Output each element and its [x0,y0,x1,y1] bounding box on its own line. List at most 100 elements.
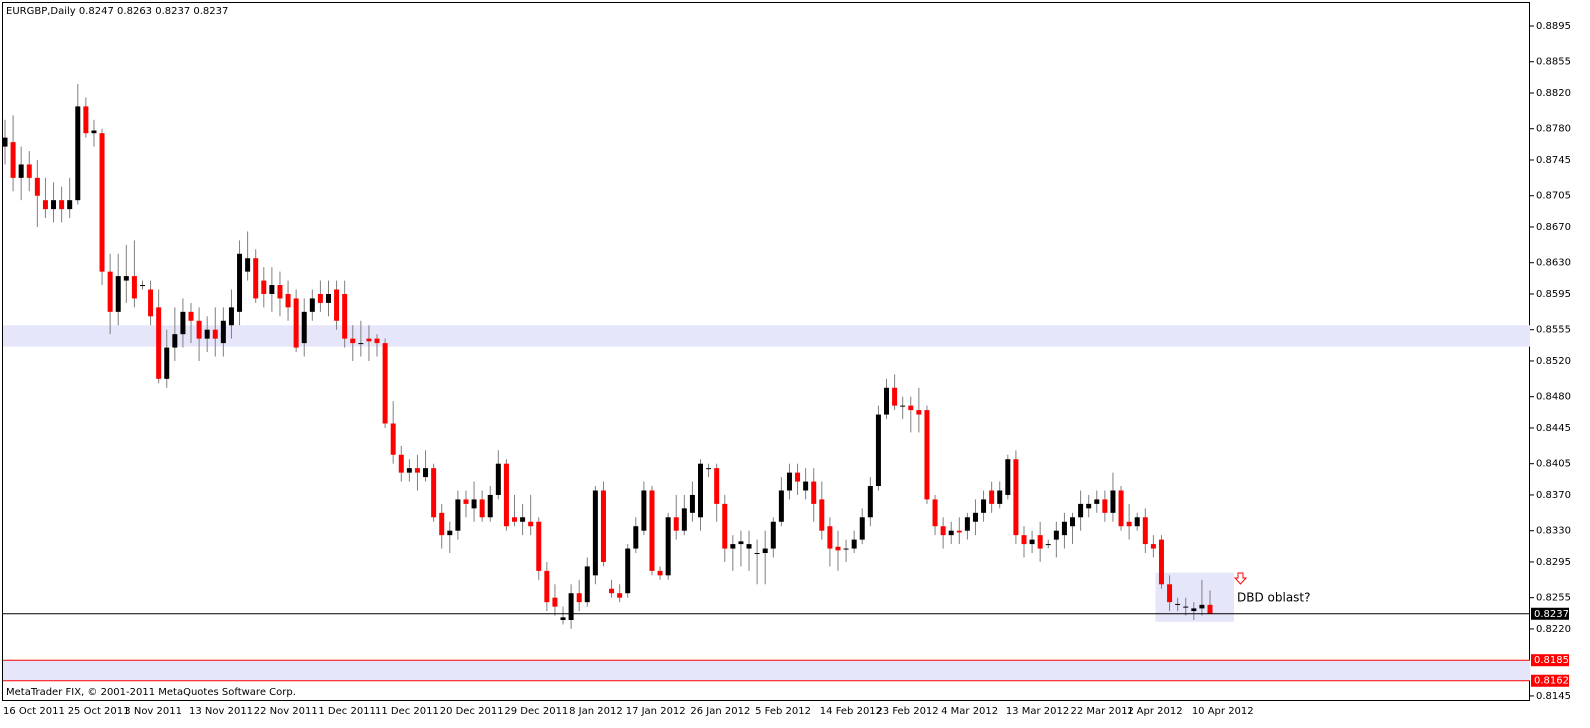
candle-body [803,481,809,491]
y-tick-label: 0.8630 [1536,258,1571,269]
candle-body [617,593,623,598]
candle-body [366,338,372,342]
candle-body [51,200,57,210]
candle-body [884,387,890,415]
candle-body [148,289,154,317]
candle-body [1037,535,1043,549]
arrow-icon [1233,572,1248,585]
candle-body [164,347,170,379]
candle-body [479,499,485,518]
candle-body [835,546,841,551]
candle-body [568,593,574,621]
candle-body [584,566,590,603]
candle-body [495,463,501,495]
candle-body [325,293,331,303]
y-tick-label: 0.8330 [1536,526,1571,537]
candle-body [560,617,566,621]
y-tick-label: 0.8405 [1536,459,1571,470]
candle-body [827,526,833,549]
x-tick-label: 22 Nov 2011 [254,706,318,717]
y-tick-label: 0.8595 [1536,289,1571,300]
candle-body [83,106,89,134]
x-tick-label: 10 Apr 2012 [1192,706,1254,717]
candle-body [204,329,210,339]
candle-body [528,521,534,527]
candle-body [228,307,234,326]
candle-body [382,343,388,424]
y-tick-label: 0.8445 [1536,423,1571,434]
y-tick-label: 0.8255 [1536,593,1571,604]
x-tick-label: 4 Mar 2012 [941,706,998,717]
candle-body [964,517,970,531]
x-tick-label: 5 Feb 2012 [755,706,811,717]
candle-body [1191,608,1197,612]
candle-body [681,508,687,531]
candle-body [1045,544,1051,546]
candle-body [1086,503,1092,509]
y-tick-label: 0.8705 [1536,191,1571,202]
candle-body [956,530,962,533]
x-tick-label: 20 Dec 2011 [440,706,504,717]
price-label-box [1531,654,1569,667]
candle-body [67,200,73,210]
y-tick-label: 0.8220 [1536,624,1571,635]
y-tick-label: 0.8520 [1536,356,1571,367]
candle-body [1207,604,1213,614]
candle-body [746,544,752,549]
candle-body [455,499,461,531]
candle-body [511,517,517,522]
candle-body [770,521,776,549]
candle-body [107,271,113,312]
candle-body [406,468,412,473]
candle-body [390,423,396,455]
candle-body [706,468,712,470]
candle-body [754,553,760,555]
candle-body [948,530,954,536]
x-tick-label: 3 Nov 2011 [124,706,182,717]
candle-body [722,503,728,549]
candle-body [1134,517,1140,527]
candle-body [1078,503,1084,518]
y-tick-label: 0.8480 [1536,392,1571,403]
candle-body [261,280,267,294]
y-tick-label: 0.8745 [1536,155,1571,166]
candle-body [819,499,825,531]
candle-body [997,490,1003,504]
candle-body [431,468,437,518]
candle-body [795,472,801,482]
candle-body [350,338,356,344]
candle-body [520,517,526,522]
candle-body [657,570,663,576]
candle-body [1183,606,1189,608]
annotation: DBD oblast? [1237,591,1311,605]
candle-body [1142,517,1148,545]
candle-body [99,133,105,272]
candle-body [91,130,97,134]
candle-body [414,468,420,473]
candle-body [576,593,582,603]
candle-body [285,293,291,308]
y-tick-label: 0.8295 [1536,557,1571,568]
candle-body [778,490,784,522]
candle-body [317,293,323,303]
candle-body [1013,459,1019,536]
x-tick-label: 1 Apr 2012 [1127,706,1182,717]
candle-body [172,334,178,348]
candle-body [641,490,647,531]
footer: MetaTrader FIX, © 2001-2011 MetaQuotes S… [6,687,296,698]
plot-frame [2,2,1530,701]
y-tick-label: 0.8145 [1536,691,1571,702]
candle-body [423,468,429,478]
candle-body [859,517,865,540]
candle-body [293,298,299,348]
candle-body [892,387,898,406]
x-tick-label: 11 Dec 2011 [375,706,439,717]
candle-body [1005,459,1011,495]
candle-body [212,329,218,339]
candle-body [471,499,477,509]
candle-body [1167,584,1173,603]
candle-body [673,517,679,531]
candle-body [1061,521,1067,536]
